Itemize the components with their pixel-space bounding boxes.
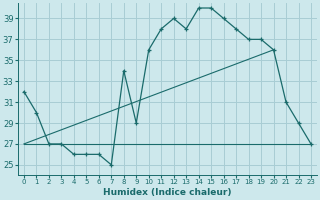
X-axis label: Humidex (Indice chaleur): Humidex (Indice chaleur) (103, 188, 232, 197)
